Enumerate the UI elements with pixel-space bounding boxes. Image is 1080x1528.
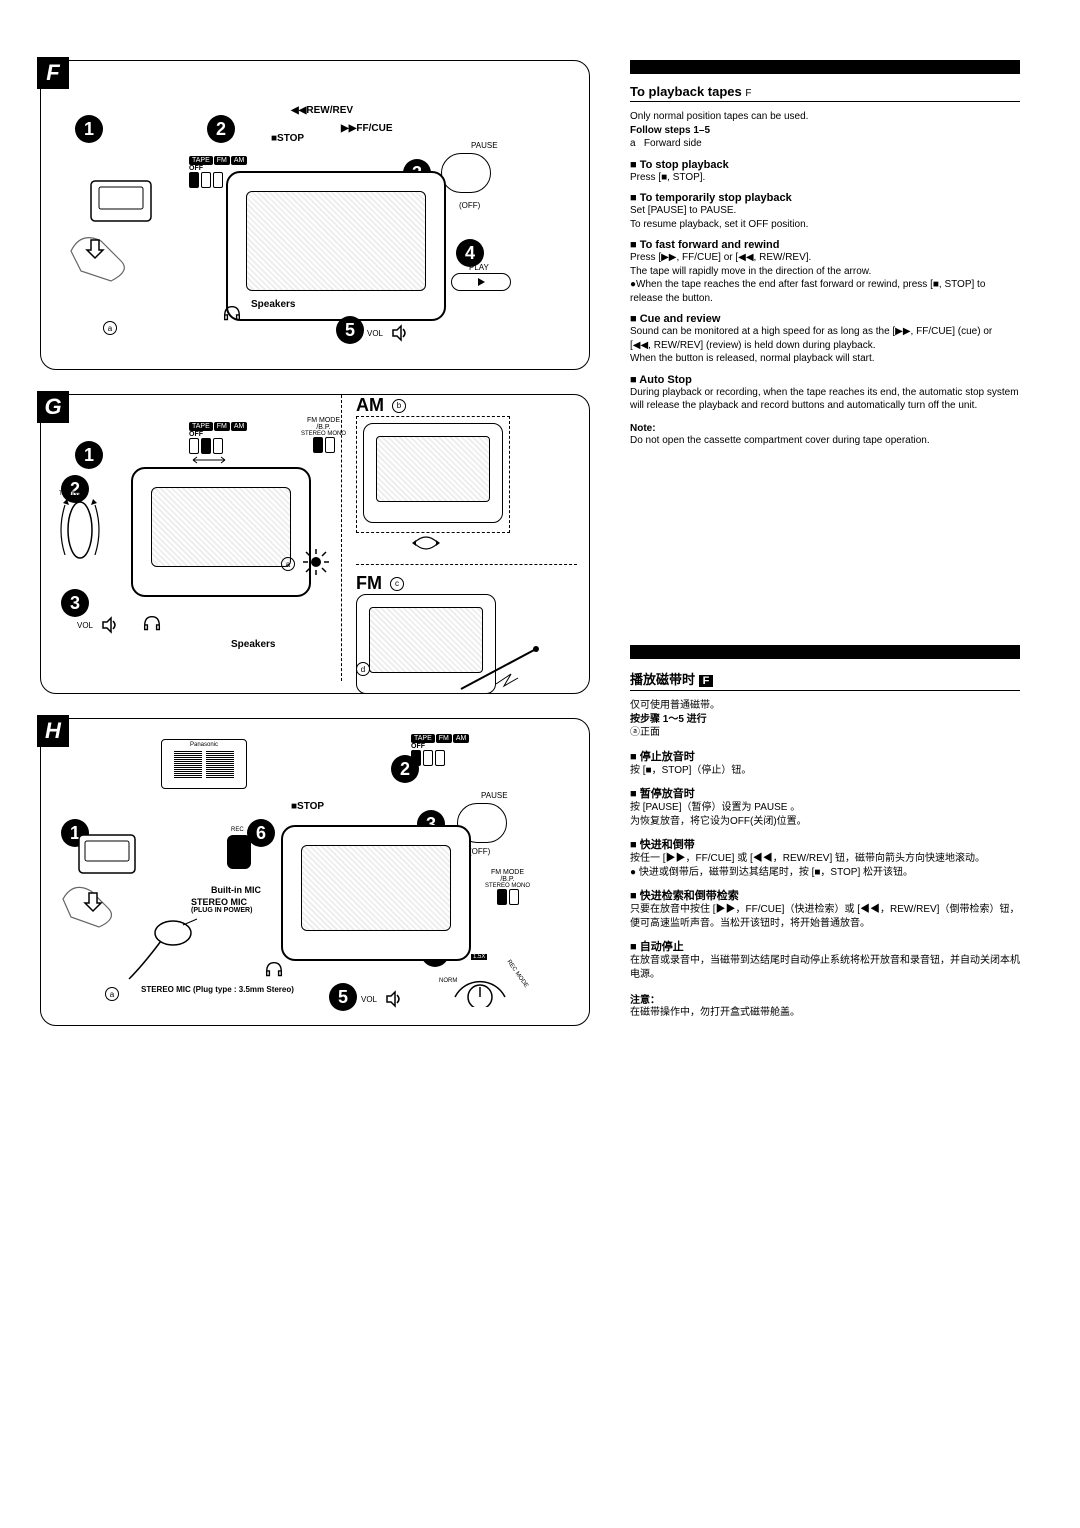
circle-a-h: a	[105, 987, 119, 1001]
tuning-label: TUNING	[59, 491, 82, 497]
badge-g1: 1	[75, 441, 103, 469]
panel-g-tag: G	[37, 391, 69, 423]
text-column: To playback tapes F Only normal position…	[610, 60, 1020, 1050]
fmmode-switch-h: FM MODE /B.P. STEREO MONO	[485, 869, 530, 905]
play-button-diagram	[451, 273, 511, 291]
play-label-f: PLAY	[469, 263, 489, 272]
cn-stop-body: 按 [■，STOP]（停止）钮。	[630, 764, 1020, 778]
vol-icon-g: VOL	[77, 613, 121, 637]
device-h	[281, 825, 471, 961]
off-label-h: (OFF)	[469, 847, 490, 856]
panel-f: F ◀◀REW/REV ▶▶FF/CUE ■STOP 1 2 TAPEFMAM …	[40, 60, 590, 370]
cn-note-body: 在磁带操作中，勿打开盒式磁带舱盖。	[630, 1006, 1020, 1020]
stereo-mic-plug-label: STEREO MIC (Plug type : 3.5mm Stereo)	[141, 985, 294, 994]
cn-auto-body: 在放音或录音中，当磁带到达结尾时自动停止系统将松开放音和录音钮，并自动关闭本机电…	[630, 954, 1020, 981]
arrow-down-f	[83, 236, 107, 260]
en-note-body: Do not open the cassette compartment cov…	[630, 434, 1020, 448]
stop-label-h: ■STOP	[291, 801, 324, 812]
badge-h2: 2	[391, 755, 419, 783]
built-in-mic-label: Built-in MIC	[211, 885, 261, 895]
fm-label: FM	[356, 573, 382, 594]
cn-cue-body: 只要在放音中按住 [▶▶，FF/CUE]（快进检索）或 [◀◀，REW/REV]…	[630, 903, 1020, 930]
rew-rev-label: ◀◀REW/REV	[291, 105, 353, 116]
en-temp-body: Set [PAUSE] to PAUSE. To resume playback…	[630, 204, 1020, 231]
english-title: To playback tapes F	[630, 84, 1020, 102]
cn-ff-head: 快进和倒带	[630, 836, 1020, 852]
ff-cue-label: ▶▶FF/CUE	[341, 123, 393, 134]
mic-sketch	[123, 915, 203, 985]
vol-icon-h: VOL	[361, 987, 405, 1011]
chinese-title: 播放磁带时 F	[630, 669, 1020, 691]
en-auto-head: Auto Stop	[630, 374, 1020, 386]
badge-2: 2	[207, 115, 235, 143]
stop-label: ■STOP	[271, 133, 304, 144]
circle-d-g: d	[356, 662, 370, 676]
off-label-f: (OFF)	[459, 201, 480, 210]
vol-icon-f: VOL	[367, 321, 411, 345]
circle-a-g: a	[281, 557, 295, 571]
en-auto-body: During playback or recording, when the t…	[630, 386, 1020, 413]
chinese-bar	[630, 645, 1020, 659]
headphone-icon-g	[141, 613, 163, 635]
sun-icon	[301, 547, 331, 577]
panasonic-speaker: Panasonic	[161, 739, 247, 789]
pause-label-f: PAUSE	[471, 141, 498, 150]
mode-switch-g: TAPEFMAM OFF	[189, 419, 248, 469]
am-device-box	[356, 416, 510, 533]
english-bar	[630, 60, 1020, 74]
en-note-head: Note:	[630, 423, 1020, 434]
cn-intro: 仅可使用普通磁带。 按步骤 1～5 进行 ⓐ正面	[630, 699, 1020, 740]
speakers-label-g: Speakers	[231, 639, 275, 650]
circle-c-g: c	[390, 577, 404, 591]
am-fm-subpanel: AM b FM c	[341, 395, 577, 681]
badge-h5: 5	[329, 983, 357, 1011]
pause-label-h: PAUSE	[481, 791, 508, 800]
badge-5: 5	[336, 316, 364, 344]
cn-stop-head: 停止放音时	[630, 748, 1020, 764]
badge-1: 1	[75, 115, 103, 143]
arrow-down-h	[81, 889, 105, 913]
am-label: AM	[356, 395, 384, 416]
diagrams-column: F ◀◀REW/REV ▶▶FF/CUE ■STOP 1 2 TAPEFMAM …	[40, 60, 610, 1050]
panel-h: H Panasonic TAPEFMAM OFF 1 2 3 4	[40, 718, 590, 1026]
cn-pause-body: 按 [PAUSE]（暂停）设置为 PAUSE 。 为恢复放音，将它设为OFF(关…	[630, 801, 1020, 828]
en-ff-head: To fast forward and rewind	[630, 239, 1020, 251]
cn-note-head: 注意：	[630, 991, 1020, 1006]
insert-cassette-sketch	[61, 171, 181, 311]
en-ff-body: Press [▶▶, FF/CUE] or [◀◀, REW/REV]. The…	[630, 251, 1020, 305]
rec-button	[227, 835, 251, 869]
panel-g: G 1 2 3 TAPEFMAM OFF FM MODE /B.P. STERE…	[40, 394, 590, 694]
cn-cue-head: 快进检索和倒带检索	[630, 887, 1020, 903]
cn-pause-head: 暂停放音时	[630, 785, 1020, 801]
cn-auto-head: 自动停止	[630, 938, 1020, 954]
stereo-mic-label-group: STEREO MIC (PLUG IN POWER)	[191, 897, 252, 914]
en-cue-body: Sound can be monitored at a high speed f…	[630, 325, 1020, 366]
headphone-icon-f	[221, 303, 243, 325]
antenna-sketch	[456, 644, 546, 694]
panel-h-tag: H	[37, 715, 69, 747]
en-temp-head: To temporarily stop playback	[630, 192, 1020, 204]
en-cue-head: Cue and review	[630, 313, 1020, 325]
fmmode-switch-g: FM MODE /B.P. STEREO MONO	[301, 417, 346, 453]
circle-b-g: b	[392, 399, 406, 413]
pause-switch-f-diagram	[441, 153, 491, 193]
en-intro: Only normal position tapes can be used. …	[630, 110, 1020, 151]
headphone-icon-h	[263, 959, 285, 981]
tuning-dial-sketch	[55, 495, 105, 565]
badge-h6: 6	[247, 819, 275, 847]
en-stop-head: To stop playback	[630, 159, 1020, 171]
device-g	[131, 467, 311, 597]
circle-a-f: a	[103, 321, 117, 335]
panel-f-tag: F	[37, 57, 69, 89]
cn-ff-body: 按任一 [▶▶，FF/CUE] 或 [◀◀，REW/REV] 钮，磁带向箭头方向…	[630, 852, 1020, 879]
rec-label: REC	[231, 827, 244, 833]
speakers-label-f: Speakers	[251, 299, 295, 310]
mode-switch-h: TAPEFMAM OFF	[411, 731, 470, 766]
en-stop-body: Press [■, STOP].	[630, 171, 1020, 185]
